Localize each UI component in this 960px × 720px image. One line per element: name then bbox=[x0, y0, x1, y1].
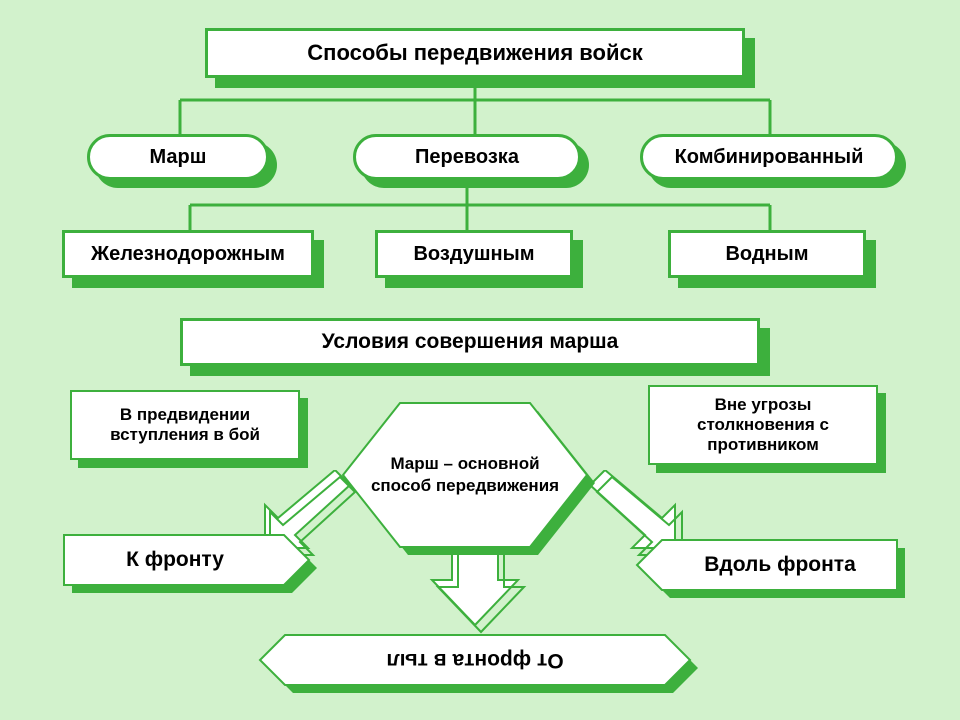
dir-bottom-text: От фронта в тыл bbox=[386, 648, 563, 672]
dir-right-box: Вдоль фронта bbox=[665, 540, 895, 590]
cond-right-box: Вне угрозы столкновения с противником bbox=[648, 385, 878, 465]
title-box: Способы передвижения войск bbox=[205, 28, 745, 78]
combined-text: Комбинированный bbox=[675, 146, 864, 169]
cond-title-box: Условия совершения марша bbox=[180, 318, 760, 366]
water-box: Водным bbox=[668, 230, 866, 278]
cond-right-text: Вне угрозы столкновения с противником bbox=[654, 395, 872, 455]
transport-text: Перевозка bbox=[415, 146, 519, 169]
arrow-down bbox=[410, 530, 540, 640]
march-text: Марш bbox=[150, 146, 207, 169]
air-text: Воздушным bbox=[413, 243, 534, 266]
water-text: Водным bbox=[725, 243, 808, 266]
cond-left-text: В предвидении вступления в бой bbox=[76, 405, 294, 445]
dir-bottom-box: От фронта в тыл bbox=[290, 635, 660, 685]
hexagon-text-box: Марш – основной способ передвижения bbox=[365, 420, 565, 530]
march-box: Марш bbox=[87, 134, 269, 180]
dir-left-text: К фронту bbox=[126, 548, 224, 572]
cond-title-text: Условия совершения марша bbox=[322, 330, 619, 354]
transport-box: Перевозка bbox=[353, 134, 581, 180]
cond-left-box: В предвидении вступления в бой bbox=[70, 390, 300, 460]
air-box: Воздушным bbox=[375, 230, 573, 278]
rail-text: Железнодорожным bbox=[91, 243, 285, 266]
title-text: Способы передвижения войск bbox=[307, 40, 642, 66]
combined-box: Комбинированный bbox=[640, 134, 898, 180]
hexagon-text: Марш – основной способ передвижения bbox=[365, 453, 565, 497]
rail-box: Железнодорожным bbox=[62, 230, 314, 278]
dir-right-text: Вдоль фронта bbox=[704, 553, 856, 577]
dir-left-box: К фронту bbox=[70, 535, 280, 585]
